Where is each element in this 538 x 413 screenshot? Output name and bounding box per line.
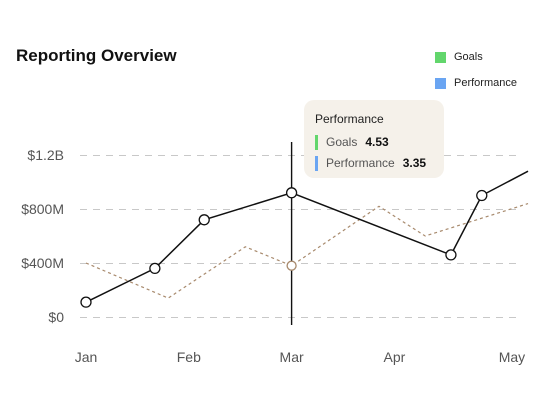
performance-highlight-point bbox=[286, 260, 297, 271]
tooltip-value-goals: 4.53 bbox=[365, 135, 389, 149]
x-tick-label-apr: Apr bbox=[384, 349, 406, 365]
tooltip-value-performance: 3.35 bbox=[402, 156, 427, 170]
legend-label-performance: Performance bbox=[454, 77, 517, 89]
legend-label-goals: Goals bbox=[454, 51, 483, 63]
legend-item-goals[interactable]: Goals bbox=[435, 50, 517, 64]
legend-swatch-goals bbox=[435, 51, 446, 63]
tooltip-label-goals: Goals bbox=[326, 135, 358, 149]
series-line-goals bbox=[85, 170, 529, 303]
legend-item-performance[interactable]: Performance bbox=[435, 76, 517, 90]
tooltip-swatch-goals bbox=[315, 134, 318, 150]
y-tick-label-1: $800M bbox=[21, 201, 64, 217]
goals-point-1 bbox=[149, 262, 161, 275]
tooltip-row-goals: Goals 4.53 bbox=[315, 134, 432, 150]
chart-title: Reporting Overview bbox=[16, 46, 177, 65]
x-tick-label-feb: Feb bbox=[177, 349, 201, 365]
tooltip-swatch-performance bbox=[315, 155, 318, 171]
goals-point-3 bbox=[285, 187, 298, 199]
tooltip-row-performance: Performance 3.35 bbox=[315, 155, 432, 171]
y-tick-label-3: $0 bbox=[48, 309, 64, 325]
tooltip-title: Performance bbox=[315, 112, 384, 126]
y-tick-label-0: $1.2B bbox=[27, 147, 64, 163]
goals-point-0 bbox=[80, 296, 92, 308]
x-tick-label-may: May bbox=[499, 349, 525, 365]
tooltip-label-performance: Performance bbox=[326, 156, 395, 170]
goals-point-2 bbox=[198, 214, 210, 226]
goals-point-5 bbox=[476, 189, 488, 202]
legend-swatch-performance bbox=[435, 77, 446, 89]
y-tick-label-2: $400M bbox=[21, 255, 64, 271]
chart-tooltip: Performance Goals 4.53 Performance 3.35 bbox=[304, 100, 444, 178]
x-tick-label-mar: Mar bbox=[280, 349, 304, 365]
chart-legend: Goals Performance bbox=[435, 50, 517, 102]
x-tick-label-jan: Jan bbox=[75, 349, 98, 365]
series-line-performance bbox=[85, 203, 529, 299]
goals-point-4 bbox=[445, 249, 457, 261]
